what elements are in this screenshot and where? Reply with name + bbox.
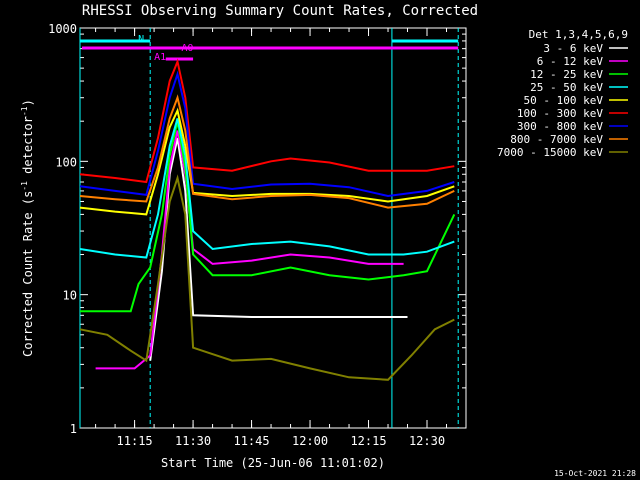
y-tick-label: 1000 xyxy=(48,22,77,36)
x-tick-label: 12:30 xyxy=(409,434,445,448)
legend-label: 50 - 100 keV xyxy=(524,94,604,107)
timestamp: 15-Oct-2021 21:28 xyxy=(554,469,636,478)
y-axis-label: Corrected Count Rate (s-1 detector-1) xyxy=(20,99,35,357)
series-layer xyxy=(79,58,456,381)
series-line-7 xyxy=(79,94,455,209)
x-tick-label: 11:45 xyxy=(233,434,269,448)
legend-label: 6 - 12 keV xyxy=(537,55,604,68)
legend-label: 300 - 800 keV xyxy=(517,120,603,133)
x-tick-label: 11:30 xyxy=(175,434,211,448)
series-line-2 xyxy=(80,120,456,313)
attenuator-a1-label: A1 xyxy=(154,52,166,63)
x-axis-label: Start Time (25-Jun-06 11:01:02) xyxy=(161,456,385,470)
y-tick-label: 1 xyxy=(70,422,77,436)
series-line-8 xyxy=(79,174,455,381)
plot-frame xyxy=(79,27,467,429)
night-label: N xyxy=(138,34,144,45)
legend-title: Det 1,3,4,5,6,9 xyxy=(529,28,628,41)
series-line-5 xyxy=(79,58,455,184)
legend-label: 800 - 7000 keV xyxy=(510,133,603,146)
series-line-6 xyxy=(79,70,455,198)
series-line-3 xyxy=(79,118,455,259)
annotation-layer: N A0 A1 xyxy=(79,28,459,428)
x-tick-label: 12:15 xyxy=(350,434,386,448)
y-tick-label: 10 xyxy=(63,289,77,303)
legend-label: 25 - 50 keV xyxy=(530,81,603,94)
legend-label: 3 - 6 keV xyxy=(543,42,603,55)
legend-label: 12 - 25 keV xyxy=(530,68,603,81)
y-tick-label: 100 xyxy=(55,155,77,169)
legend-label: 7000 - 15000 keV xyxy=(497,146,603,159)
legend-label: 100 - 300 keV xyxy=(517,107,603,120)
attenuator-a0-label: A0 xyxy=(181,43,193,54)
axes-layer: 1 10 100 1000 11:15 11:30 11:45 12:00 12:15 12:30 xyxy=(48,22,467,448)
x-tick-label: 11:15 xyxy=(117,434,153,448)
chart-title: RHESSI Observing Summary Count Rates, Co… xyxy=(82,3,478,19)
x-tick-label: 12:00 xyxy=(292,434,328,448)
